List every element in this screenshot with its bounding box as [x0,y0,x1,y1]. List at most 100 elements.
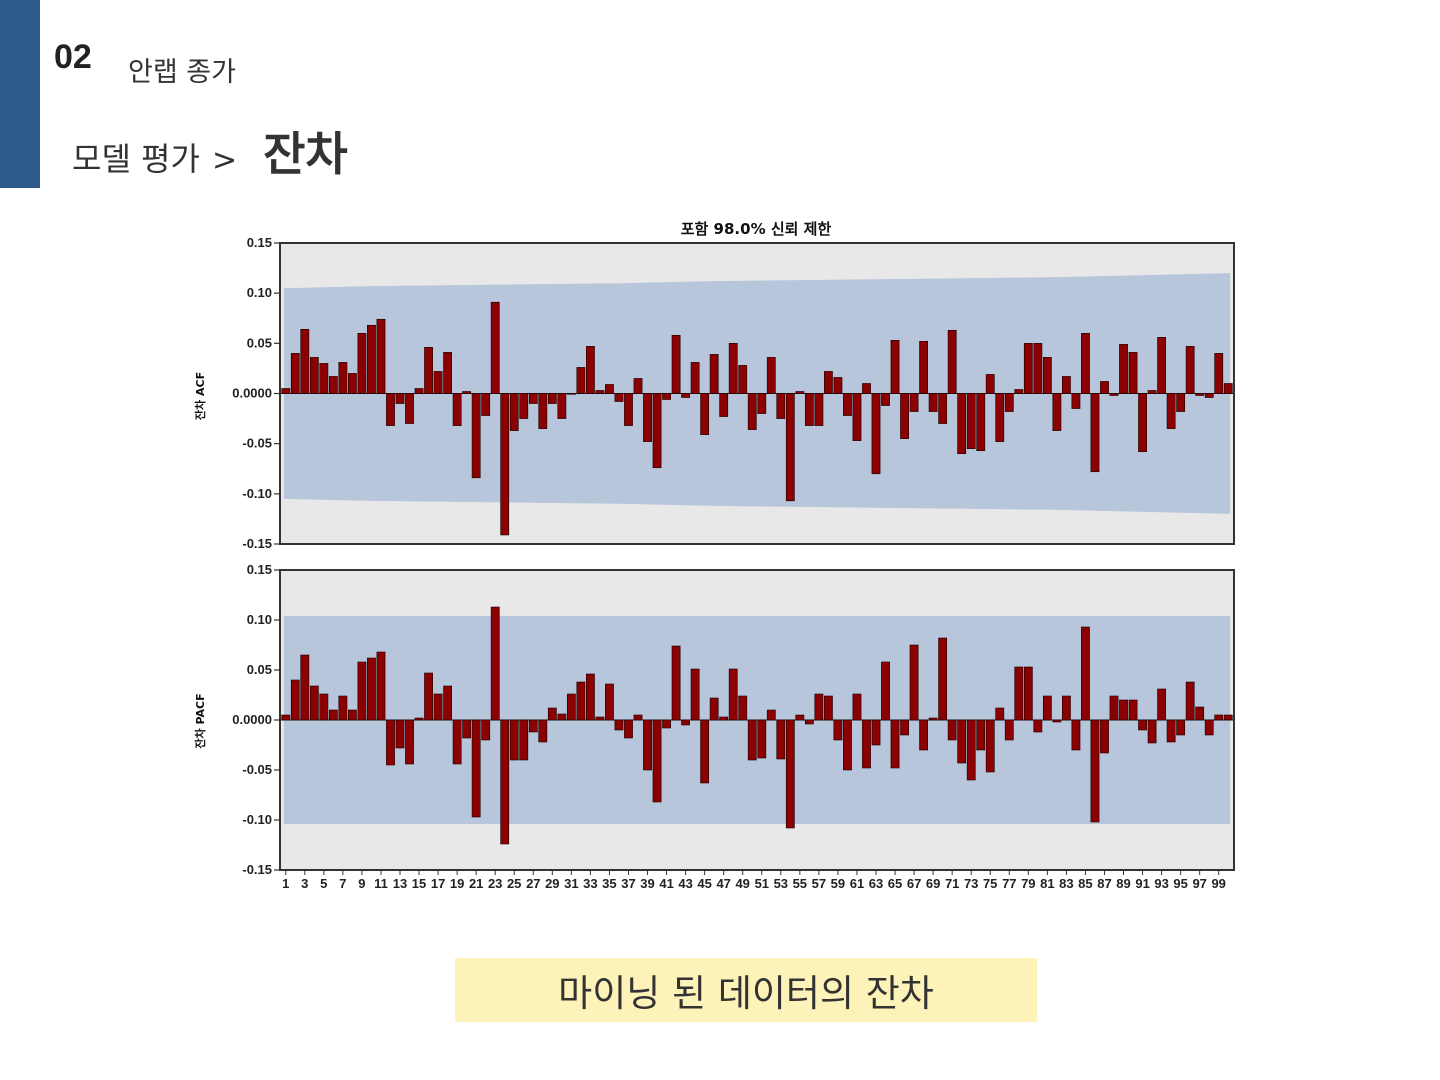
accent-bar [0,0,40,188]
pacf-bar-lag-5 [319,693,329,721]
pacf-bar-lag-88 [1109,695,1119,721]
pacf-y-axis-title: 잔차 PACF [193,693,207,748]
pacf-bar-lag-93 [1157,688,1167,721]
caption-box: 마이닝 된 데이터의 잔차 [455,958,1037,1022]
acf-bar-lag-49 [738,365,748,394]
x-tick-label: 9 [358,876,365,891]
acf-bar-lag-98 [1204,393,1214,398]
acf-bar-lag-85 [1081,333,1090,394]
pacf-bar-lag-9 [357,661,367,721]
x-tick-label: 5 [320,876,327,891]
x-tick-label: 15 [412,876,426,891]
acf-bar-lag-21 [471,393,481,479]
acf-bar-lag-13 [395,393,405,404]
pacf-bar-lag-60 [843,719,852,771]
acf-bar-lag-17 [433,371,443,394]
pacf-bar-lag-8 [348,709,357,721]
acf-bar-lag-25 [509,393,519,431]
pacf-bar-lag-17 [433,693,443,721]
x-tick-label: 75 [983,876,997,891]
pacf-bar-lag-81 [1042,695,1052,721]
x-tick-label: 83 [1059,876,1073,891]
acf-bar-lag-94 [1166,393,1176,429]
acf-bar-lag-81 [1042,357,1052,394]
x-tick-label: 17 [431,876,445,891]
section-name: 안랩 종가 [128,57,236,88]
pacf-bar-lag-27 [528,719,538,733]
acf-bar-lag-73 [966,393,976,449]
pacf-bar-lag-40 [652,719,662,803]
pacf-bar-lag-90 [1128,699,1138,721]
acf-bar-lag-2 [290,353,300,394]
pacf-bar-lag-86 [1090,719,1100,823]
acf-bar-lag-5 [319,363,329,394]
x-tick-label: 7 [339,876,346,891]
acf-bar-lag-88 [1109,393,1119,396]
pacf-bar-lag-31 [566,693,576,721]
acf-bar-lag-99 [1214,353,1224,394]
acf-bar-lag-77 [1004,393,1014,412]
x-tick-label: 1 [282,876,289,891]
pacf-bar-lag-7 [338,695,348,721]
x-tick-label: 19 [450,876,464,891]
acf-bar-lag-87 [1100,381,1109,394]
pacf-bar-lag-38 [633,714,643,721]
acf-y-tick-label: -0.15 [242,536,272,551]
acf-bar-lag-8 [348,373,357,394]
x-tick-label: 41 [659,876,673,891]
pacf-bar-lag-63 [871,719,881,746]
pacf-bar-lag-89 [1119,699,1128,721]
x-tick-label: 49 [735,876,749,891]
acf-bar-lag-90 [1128,352,1138,394]
pacf-bar-lag-11 [376,651,386,721]
x-tick-label: 61 [850,876,864,891]
acf-bar-lag-84 [1071,393,1081,409]
x-tick-label: 65 [888,876,902,891]
pacf-bar-lag-41 [662,719,671,729]
acf-y-tick-label: 0.15 [247,235,272,250]
acf-bar-lag-27 [528,393,538,404]
acf-bar-lag-6 [328,376,338,394]
acf-bar-lag-57 [814,393,824,426]
acf-bar-lag-100 [1223,383,1233,394]
x-tick-label: 47 [716,876,730,891]
pacf-bar-lag-4 [309,685,319,721]
acf-bar-lag-19 [452,393,462,426]
x-tick-label: 13 [393,876,407,891]
acf-bar-lag-92 [1147,390,1157,394]
pacf-bar-lag-87 [1100,719,1109,754]
acf-bar-lag-56 [804,393,814,426]
pacf-bar-lag-1 [281,714,291,721]
pacf-bar-lag-91 [1138,719,1147,731]
breadcrumb-parent: 모델 평가 [72,140,200,178]
pacf-bar-lag-64 [881,661,890,721]
pacf-bar-lag-54 [785,719,795,829]
acf-bar-lag-10 [367,324,376,394]
acf-bar-lag-28 [538,393,548,429]
acf-bar-lag-67 [909,393,919,412]
x-tick-label: 57 [812,876,826,891]
pacf-bar-lag-69 [928,717,938,721]
acf-bar-lag-26 [519,393,529,419]
x-tick-label: 43 [678,876,692,891]
acf-y-tick-label: 0.0000 [232,386,272,401]
x-tick-label: 87 [1097,876,1111,891]
pacf-bar-lag-3 [300,654,310,721]
pacf-bar-lag-45 [700,719,710,784]
acf-bar-lag-51 [757,393,767,414]
pacf-bar-lag-14 [405,719,414,765]
pacf-y-tick-label: 0.05 [247,662,272,677]
acf-bar-lag-31 [566,393,576,395]
pacf-bar-lag-79 [1023,666,1033,721]
pacf-bar-lag-12 [386,719,395,766]
pacf-bar-lag-43 [681,719,691,726]
acf-bar-lag-91 [1138,393,1147,452]
pacf-bar-lag-61 [852,693,862,721]
acf-bar-lag-44 [690,362,700,394]
acf-bar-lag-41 [662,393,671,400]
acf-bar-lag-58 [824,371,833,394]
pacf-bar-lag-76 [995,707,1005,721]
pacf-bar-lag-32 [576,681,586,721]
acf-bar-lag-14 [405,393,414,424]
x-tick-label: 29 [545,876,559,891]
